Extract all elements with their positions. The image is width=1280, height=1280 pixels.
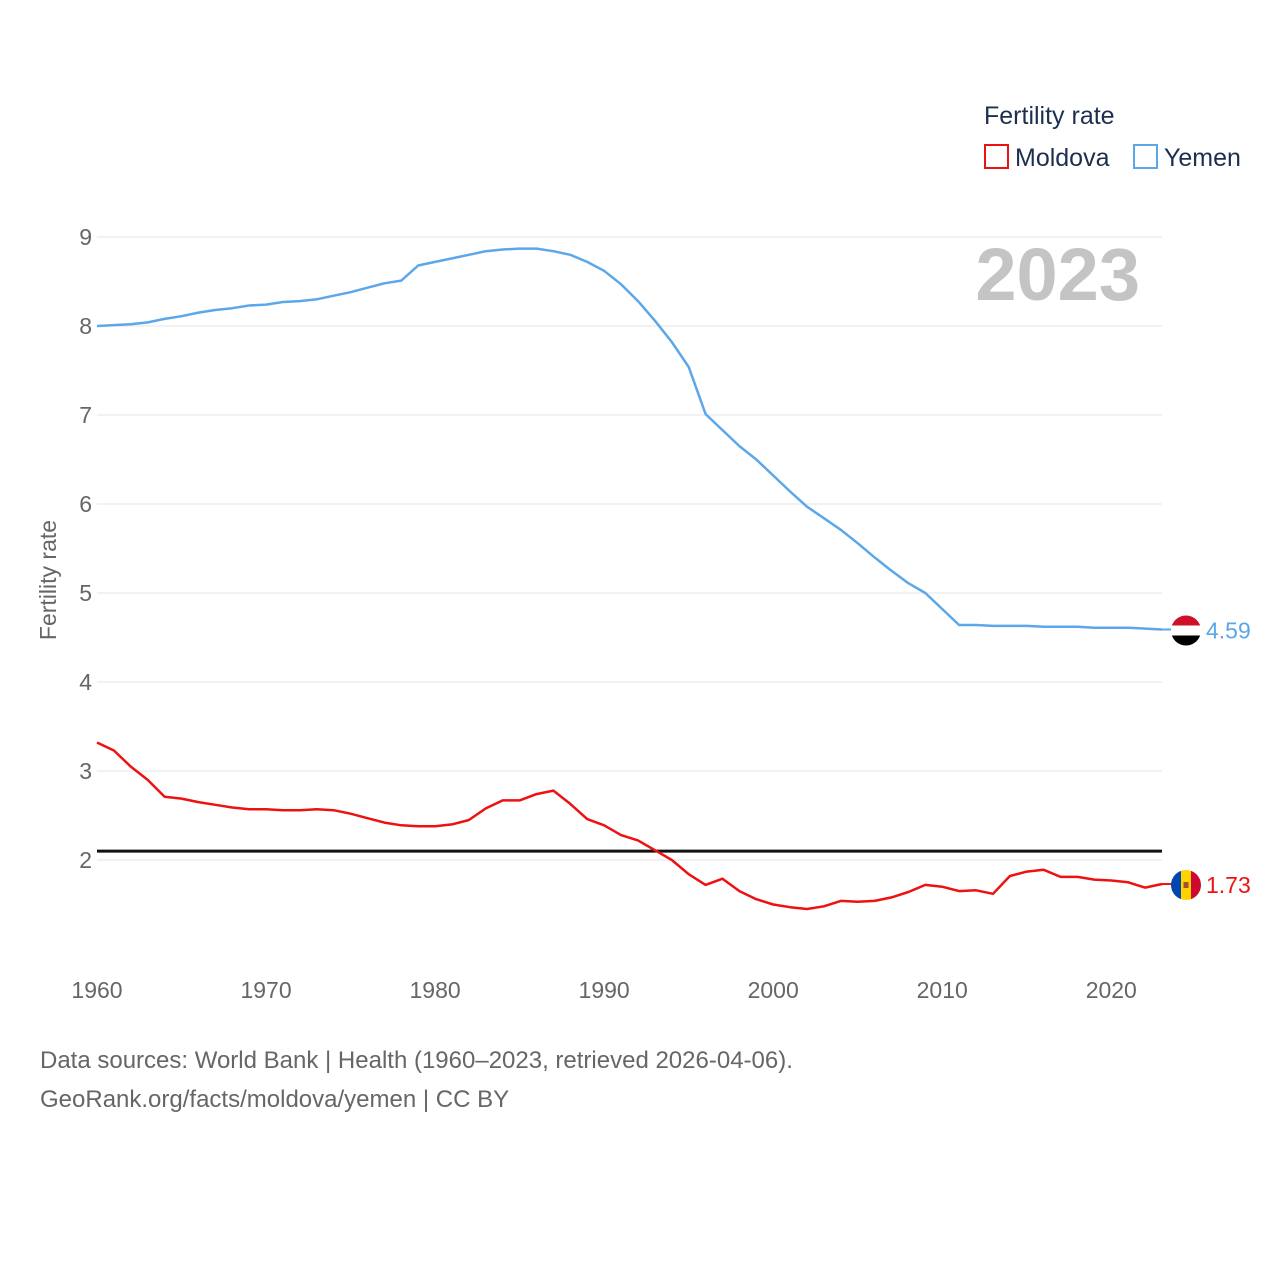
y-tick-9: 9 [79, 224, 92, 250]
x-tick-1960: 1960 [71, 977, 122, 1003]
fertility-chart: 2 3 4 5 6 7 8 9 1960 1970 1980 1990 2000 2010 2020 Fe… [35, 102, 1251, 1003]
year-label: 2023 [975, 233, 1140, 316]
y-tick-7: 7 [79, 402, 92, 428]
legend-label-moldova: Moldova [1015, 144, 1110, 172]
y-axis-ticks: 2 3 4 5 6 7 8 9 [79, 224, 92, 873]
legend-label-yemen: Yemen [1164, 144, 1241, 172]
yemen-flag-icon [1171, 615, 1201, 646]
gridlines [97, 236, 1162, 861]
legend-item-yemen[interactable]: Yemen [1133, 144, 1241, 172]
x-tick-1970: 1970 [240, 977, 291, 1003]
legend-title: Fertility rate [984, 102, 1115, 130]
y-axis-label: Fertility rate [35, 520, 61, 640]
legend-swatch-moldova [984, 144, 1009, 169]
legend-item-moldova[interactable]: Moldova [984, 144, 1110, 172]
source-line-2[interactable]: GeoRank.org/facts/moldova/yemen | CC BY [40, 1086, 510, 1113]
moldova-end-value: 1.73 [1206, 872, 1251, 898]
series-line-moldova [96, 741, 1163, 911]
x-tick-2000: 2000 [748, 977, 799, 1003]
source-line-1: Data sources: World Bank | Health (1960–… [40, 1047, 793, 1074]
legend-swatch-yemen [1133, 144, 1158, 169]
y-tick-5: 5 [79, 580, 92, 606]
series-line-yemen [96, 247, 1163, 631]
series-lines [96, 247, 1172, 911]
x-tick-1980: 1980 [410, 977, 461, 1003]
x-tick-2010: 2010 [917, 977, 968, 1003]
x-axis-ticks: 1960 1970 1980 1990 2000 2010 2020 [71, 977, 1136, 1003]
yemen-end-value: 4.59 [1206, 617, 1251, 643]
x-tick-2020: 2020 [1086, 977, 1137, 1003]
y-tick-6: 6 [79, 491, 92, 517]
moldova-flag-icon [1171, 870, 1201, 901]
legend: Fertility rate Moldova Yemen [984, 102, 1241, 172]
y-tick-3: 3 [79, 758, 92, 784]
y-tick-8: 8 [79, 313, 92, 339]
x-tick-1990: 1990 [579, 977, 630, 1003]
y-tick-2: 2 [79, 847, 92, 873]
y-tick-4: 4 [79, 669, 92, 695]
